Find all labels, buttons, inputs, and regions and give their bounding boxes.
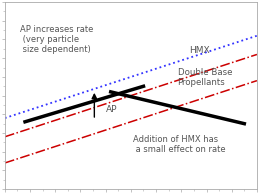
Text: Addition of HMX has
 a small effect on rate: Addition of HMX has a small effect on ra… xyxy=(133,135,226,154)
Text: Double Base
Propellants: Double Base Propellants xyxy=(177,68,232,87)
Text: HMX: HMX xyxy=(189,46,210,55)
Text: AP increases rate
 (very particle
 size dependent): AP increases rate (very particle size de… xyxy=(20,24,93,54)
Text: AP: AP xyxy=(106,105,117,113)
